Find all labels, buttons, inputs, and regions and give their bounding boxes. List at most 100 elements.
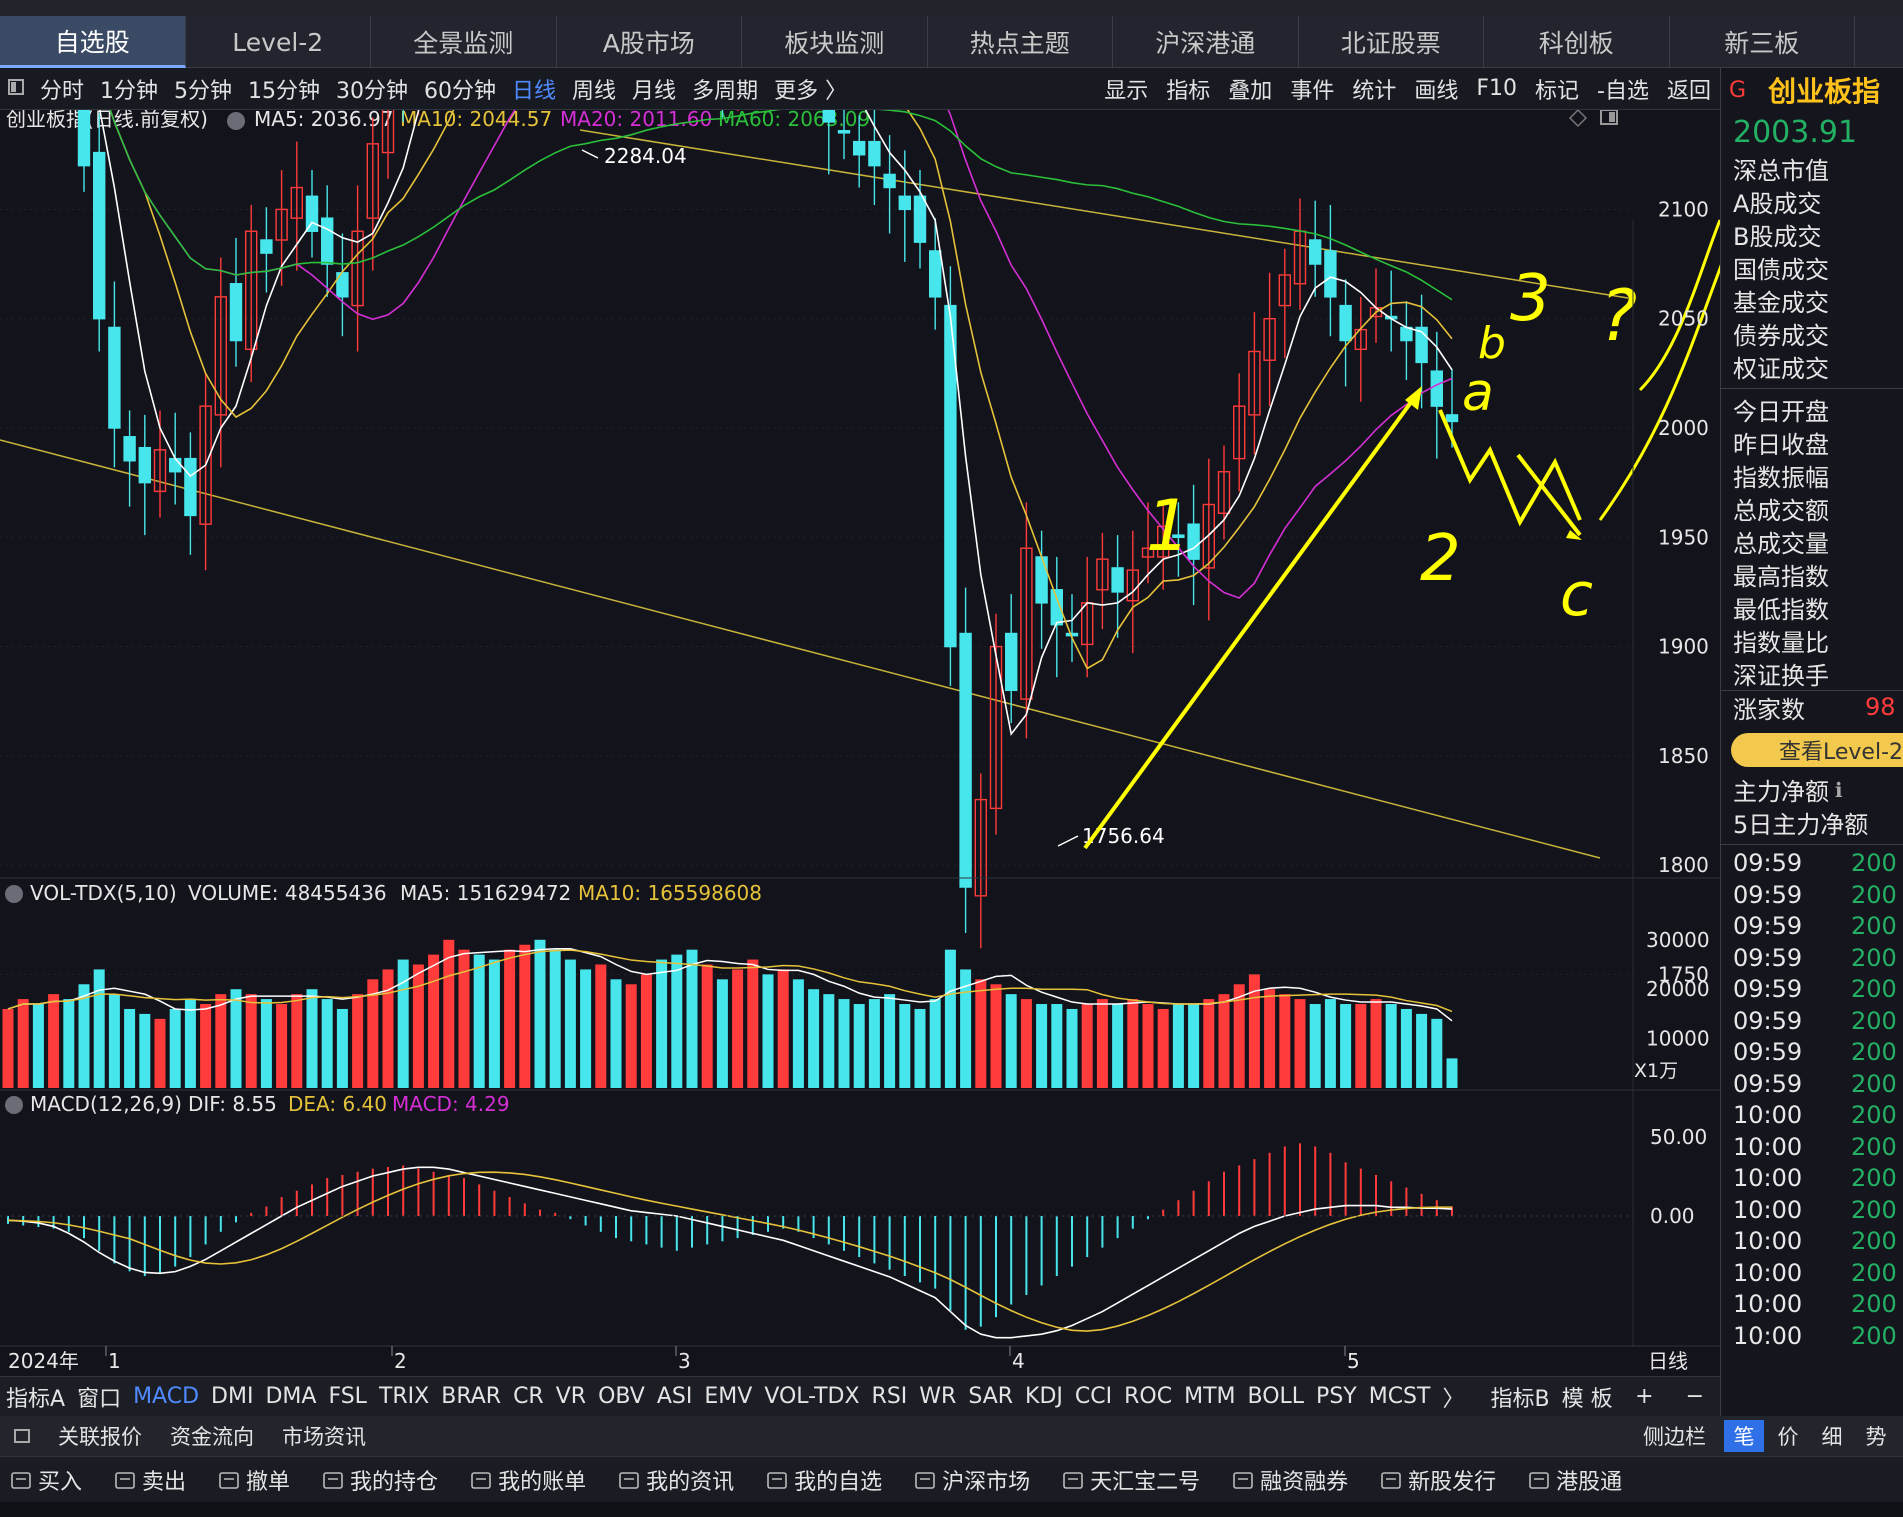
indicator-tab-25[interactable]: 指标B: [1490, 1386, 1550, 1412]
period-4[interactable]: 30分钟: [336, 78, 409, 104]
indicator-tab-5[interactable]: FSL: [328, 1384, 367, 1409]
bill-icon: [471, 1471, 491, 1489]
info-tab-2[interactable]: 市场资讯: [282, 1425, 366, 1449]
period-3[interactable]: 15分钟: [248, 78, 321, 104]
tab-0[interactable]: 自选股: [0, 16, 186, 68]
indicator-tab-23[interactable]: MCST: [1368, 1384, 1431, 1409]
period-6[interactable]: 日线: [512, 78, 557, 104]
tab-4[interactable]: 板块监测: [742, 16, 928, 68]
indicator-extra-1[interactable]: −: [1685, 1384, 1704, 1409]
toolbar-3[interactable]: 事件: [1290, 78, 1335, 104]
candle-body: [974, 798, 987, 897]
vol-tick: 10000: [1646, 1027, 1710, 1051]
toolbar-4[interactable]: 统计: [1352, 78, 1397, 104]
action-10[interactable]: 新股发行: [1380, 1464, 1496, 1496]
volume-bar: [1340, 1004, 1352, 1088]
layout-toggle-icon[interactable]: [0, 76, 32, 101]
side-tab-0[interactable]: 笔: [1724, 1420, 1764, 1452]
action-3[interactable]: 我的持仓: [322, 1464, 438, 1496]
indicator-tab-19[interactable]: ROC: [1124, 1384, 1173, 1409]
indicator-tab-4[interactable]: DMA: [265, 1384, 317, 1409]
toolbar-9[interactable]: 返回: [1666, 78, 1711, 104]
tick-row: 09:59 200: [1721, 849, 1903, 881]
indicator-tab-24[interactable]: 〉: [1442, 1386, 1465, 1412]
tab-8[interactable]: 科创板: [1484, 16, 1670, 68]
period-1[interactable]: 1分钟: [100, 78, 159, 104]
action-4[interactable]: 我的账单: [470, 1464, 586, 1496]
action-7[interactable]: 沪深市场: [914, 1464, 1030, 1496]
indicator-tab-21[interactable]: BOLL: [1247, 1384, 1305, 1409]
level2-button[interactable]: 查看Level-2: [1731, 733, 1903, 767]
indicator-tab-1[interactable]: 窗口: [77, 1386, 122, 1412]
side-tab-3[interactable]: 势: [1865, 1425, 1887, 1449]
indicator-tab-2[interactable]: MACD: [133, 1384, 200, 1409]
side-flow-1: 5日主力净额: [1721, 806, 1903, 839]
tab-9[interactable]: 新三板: [1670, 16, 1855, 68]
tab-2[interactable]: 全景监测: [371, 16, 557, 68]
volume-bar: [975, 979, 987, 1088]
action-6[interactable]: 我的自选: [766, 1464, 882, 1496]
toolbar-7[interactable]: 标记: [1535, 78, 1580, 104]
vol-tick: 30000: [1646, 928, 1710, 952]
indicator-tab-18[interactable]: CCI: [1074, 1384, 1113, 1409]
indicator-tab-6[interactable]: TRIX: [378, 1384, 430, 1409]
sidebar-toggle-button[interactable]: 侧边栏: [1643, 1425, 1706, 1449]
info-tab-1[interactable]: 资金流向: [170, 1425, 254, 1449]
info-icon[interactable]: ℹ: [1835, 777, 1843, 802]
indicator-tab-13[interactable]: VOL-TDX: [764, 1384, 860, 1409]
action-11[interactable]: 港股通: [1528, 1464, 1622, 1496]
indicator-tab-7[interactable]: BRAR: [441, 1384, 502, 1409]
chart-area[interactable]: 创业板指(日线.前复权) MA5: 2036.97 MA10: 2044.57 …: [0, 110, 1720, 1376]
indicator-tab-14[interactable]: RSI: [871, 1384, 908, 1409]
indicator-tab-12[interactable]: EMV: [704, 1384, 753, 1409]
toolbar-6[interactable]: F10: [1476, 76, 1518, 101]
indicator-tab-11[interactable]: ASI: [656, 1384, 693, 1409]
action-9[interactable]: 融资融券: [1232, 1464, 1348, 1496]
period-5[interactable]: 60分钟: [424, 78, 497, 104]
indicator-tab-0[interactable]: 指标A: [6, 1386, 66, 1412]
period-9[interactable]: 多周期: [692, 78, 759, 104]
tab-1[interactable]: Level-2: [186, 16, 371, 68]
candlesticks: [77, 110, 1459, 949]
indicator-tab-10[interactable]: OBV: [598, 1384, 645, 1409]
tab-7[interactable]: 北证股票: [1299, 16, 1484, 68]
indicator-tab-17[interactable]: KDJ: [1025, 1384, 1063, 1409]
chart-corner-icons[interactable]: [1568, 110, 1618, 128]
period-2[interactable]: 5分钟: [174, 78, 233, 104]
trend-channel-lines: [0, 129, 1629, 859]
indicator-tab-15[interactable]: WR: [919, 1384, 957, 1409]
toolbar-5[interactable]: 画线: [1414, 78, 1459, 104]
indicator-tab-8[interactable]: CR: [513, 1384, 544, 1409]
side-tab-2[interactable]: 细: [1821, 1425, 1843, 1449]
indicator-tab-20[interactable]: MTM: [1184, 1384, 1236, 1409]
tab-6[interactable]: 沪深港通: [1113, 16, 1299, 68]
side-tab-1[interactable]: 价: [1777, 1425, 1799, 1449]
info-tab-0[interactable]: 关联报价: [58, 1425, 142, 1449]
info-toggle-icon[interactable]: [0, 1424, 44, 1448]
period-10[interactable]: 更多 〉: [774, 78, 848, 104]
indicator-tab-9[interactable]: VR: [555, 1384, 587, 1409]
indicator-tab-22[interactable]: PSY: [1316, 1384, 1357, 1409]
action-8[interactable]: 天汇宝二号: [1062, 1464, 1200, 1496]
toolbar-8[interactable]: -自选: [1597, 78, 1649, 104]
tab-3[interactable]: A股市场: [557, 16, 742, 68]
volume-bar: [1264, 989, 1276, 1088]
period-7[interactable]: 周线: [572, 78, 617, 104]
action-label: 我的账单: [498, 1469, 587, 1495]
side-marker: G: [1729, 77, 1747, 103]
indicator-tab-26[interactable]: 模 板: [1561, 1386, 1613, 1412]
action-2[interactable]: 撤单: [218, 1464, 290, 1496]
toolbar-1[interactable]: 指标: [1166, 78, 1211, 104]
period-0[interactable]: 分时: [40, 78, 85, 104]
indicator-extra-0[interactable]: +: [1635, 1384, 1654, 1409]
macd-legend-macd: MACD: 4.29: [392, 1092, 510, 1116]
indicator-tab-16[interactable]: SAR: [968, 1384, 1014, 1409]
toolbar-2[interactable]: 叠加: [1228, 78, 1273, 104]
tab-5[interactable]: 热点主题: [928, 16, 1113, 68]
action-1[interactable]: 卖出: [114, 1464, 186, 1496]
action-0[interactable]: 买入: [10, 1464, 82, 1496]
indicator-tab-3[interactable]: DMI: [211, 1384, 254, 1409]
action-5[interactable]: 我的资讯: [618, 1464, 734, 1496]
period-8[interactable]: 月线: [632, 78, 677, 104]
toolbar-0[interactable]: 显示: [1104, 78, 1149, 104]
